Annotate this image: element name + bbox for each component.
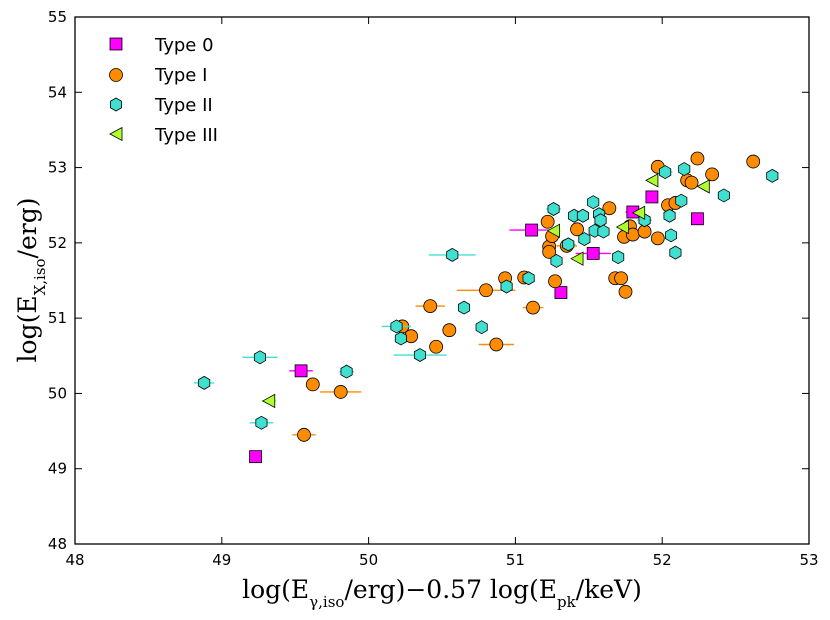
data-point-circle	[618, 284, 633, 299]
legend-marker-circle	[109, 68, 123, 82]
data-point-hexagon	[457, 300, 471, 315]
data-point-triangle	[546, 223, 560, 238]
data-point-circle	[333, 385, 348, 399]
data-point-hexagon	[612, 250, 625, 265]
data-point-hexagon	[675, 193, 688, 208]
data-point-hexagon	[717, 188, 730, 203]
data-point-hexagon	[594, 213, 607, 228]
data-point-hexagon	[576, 208, 589, 223]
data-point-circle	[526, 300, 540, 315]
y-tick-label: 53	[48, 159, 67, 177]
data-point-circle	[690, 151, 705, 166]
data-point-hexagon	[578, 232, 591, 247]
legend-label-type-ii: Type II	[154, 95, 213, 116]
data-point-hexagon	[550, 253, 563, 268]
data-point-triangle	[615, 219, 629, 235]
data-point-circle	[305, 377, 320, 392]
data-point-hexagon	[446, 247, 459, 262]
data-points	[193, 151, 779, 464]
data-point-hexagon	[663, 208, 676, 223]
x-tick-label: 49	[212, 551, 231, 569]
legend-marker-hexagon	[110, 97, 122, 112]
data-point-hexagon	[475, 320, 488, 335]
data-point-triangle	[261, 393, 276, 409]
data-point-hexagon	[562, 237, 575, 252]
y-tick-label: 48	[48, 535, 67, 553]
data-point-hexagon	[678, 162, 691, 177]
legend-item-type-iii: Type III	[109, 125, 218, 146]
data-point-hexagon	[669, 245, 682, 260]
data-point-square	[554, 286, 568, 299]
data-point-triangle	[570, 251, 584, 266]
data-point-hexagon	[500, 279, 513, 294]
data-point-hexagon	[198, 375, 211, 390]
data-point-circle	[746, 154, 761, 169]
legend-label-type-0: Type 0	[154, 35, 214, 56]
data-point-circle	[650, 231, 665, 246]
data-point-square	[586, 246, 600, 260]
y-tick-label: 50	[48, 384, 67, 402]
data-point-hexagon	[394, 331, 407, 346]
data-point-circle	[542, 244, 557, 259]
data-point-circle	[423, 299, 438, 313]
y-axis-label: log(EX,iso/erg)	[13, 198, 49, 363]
data-point-hexagon	[547, 202, 560, 216]
legend-item-type-i: Type I	[109, 65, 207, 86]
data-point-circle	[297, 427, 311, 442]
data-point-square	[294, 364, 308, 378]
axis-ticks	[74, 16, 810, 545]
plot-frame	[74, 16, 810, 545]
data-point-circle	[684, 175, 699, 190]
data-point-triangle	[631, 205, 646, 220]
data-point-square	[691, 212, 704, 226]
legend-marker-square	[109, 37, 123, 51]
data-point-circle	[429, 339, 444, 354]
data-point-circle	[540, 214, 555, 229]
legend-label-type-i: Type I	[154, 65, 207, 86]
y-tick-label: 52	[48, 234, 67, 252]
data-point-hexagon	[390, 319, 403, 334]
data-point-circle	[442, 323, 457, 338]
x-tick-label: 51	[506, 551, 525, 569]
x-tick-label: 52	[653, 551, 672, 569]
x-axis-label: log(Eγ,iso/erg)−0.57 log(Epk/keV)	[242, 575, 642, 611]
legend-marker-triangle-left	[109, 126, 123, 142]
data-point-hexagon	[766, 168, 779, 183]
data-point-circle	[489, 337, 504, 352]
y-tick-labels: 48 49 50 51 52 53 54 55	[48, 8, 67, 553]
data-point-hexagon	[255, 415, 268, 430]
data-point-hexagon	[522, 271, 535, 286]
data-point-circle	[570, 222, 584, 237]
data-point-circle	[614, 271, 628, 286]
legend-label-type-iii: Type III	[154, 125, 218, 146]
data-point-circle	[705, 167, 720, 182]
data-point-circle	[548, 274, 562, 289]
data-point-hexagon	[587, 195, 600, 210]
legend-item-type-0: Type 0	[109, 35, 214, 56]
legend-item-type-ii: Type II	[110, 95, 213, 116]
data-point-hexagon	[659, 165, 672, 180]
y-tick-label: 51	[48, 309, 67, 327]
x-tick-label: 48	[65, 551, 84, 569]
data-point-hexagon	[597, 224, 610, 239]
data-point-triangle	[645, 173, 659, 188]
x-tick-label: 53	[799, 551, 818, 569]
data-point-square	[525, 223, 538, 237]
x-tick-label: 50	[359, 551, 378, 569]
data-point-hexagon	[253, 350, 267, 365]
legend: Type 0 Type I Type II Type III	[109, 35, 218, 146]
data-point-circle	[602, 201, 617, 216]
data-point-triangle	[696, 179, 710, 194]
y-tick-label: 54	[48, 83, 67, 101]
data-point-hexagon	[413, 348, 427, 362]
data-point-square	[645, 190, 659, 204]
data-point-hexagon	[340, 364, 353, 379]
y-tick-label: 49	[48, 460, 67, 478]
data-point-circle	[479, 283, 493, 298]
x-tick-labels: 48 49 50 51 52 53	[65, 551, 818, 569]
y-tick-label: 55	[48, 8, 67, 26]
data-point-square	[249, 450, 262, 464]
data-point-hexagon	[664, 228, 678, 243]
